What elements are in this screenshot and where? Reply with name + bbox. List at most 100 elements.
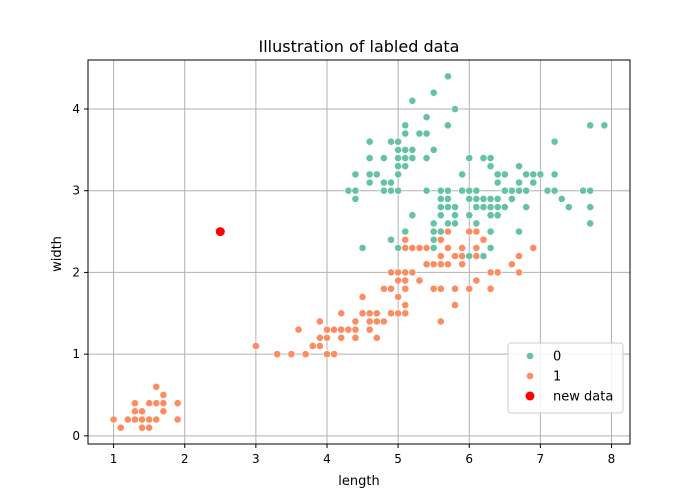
series-0-point [429, 235, 438, 244]
x-tick-label: 8 [608, 452, 616, 466]
series-0-point [401, 129, 410, 138]
series-1-point [152, 382, 161, 391]
series-0-point [387, 235, 395, 244]
series-1-point [358, 293, 367, 301]
series-0-point [458, 170, 467, 179]
series-0-point [486, 203, 495, 211]
series-0-point [379, 178, 388, 187]
series-1-point [273, 350, 282, 359]
series-0-point [365, 154, 374, 162]
series-1-point [315, 333, 324, 342]
series-0-point [365, 170, 374, 179]
series-0-point [444, 194, 452, 203]
series-1-point [358, 309, 367, 318]
series-0-point [401, 227, 410, 236]
series-1-point [337, 325, 346, 334]
series-1-point [323, 333, 331, 342]
series-1-point [472, 276, 481, 285]
series-1-point [173, 399, 182, 408]
series-0-point [472, 219, 481, 228]
series-1-point [422, 260, 431, 269]
series-1-point [429, 260, 438, 269]
series-1-point [152, 415, 161, 424]
series-0-point [358, 244, 367, 252]
series-1-point [323, 350, 331, 359]
y-tick-label: 4 [72, 102, 80, 116]
series-0-point [479, 252, 488, 260]
series-0-point [436, 211, 445, 220]
series-1-point [251, 342, 260, 350]
series-0-point [387, 137, 395, 146]
x-tick-label: 7 [537, 452, 545, 466]
series-1-point [159, 399, 168, 408]
series-1-point [444, 227, 452, 236]
series-1-point [301, 350, 310, 359]
series-0-point [379, 154, 388, 162]
series-0-point [429, 88, 438, 97]
series-0-point [436, 194, 445, 203]
series-1-point [145, 423, 154, 432]
x-tick-label: 4 [323, 452, 331, 466]
series-0-point [372, 170, 381, 179]
series-1-point [415, 244, 424, 252]
series-1-point [145, 415, 154, 424]
series-1-point [308, 342, 317, 350]
series-0-point [493, 170, 502, 179]
series-1-point [451, 252, 459, 260]
series-1-point [131, 407, 139, 416]
series-0-point [401, 121, 410, 130]
series-0-point [444, 72, 452, 81]
series-1-point [401, 244, 410, 252]
series-0-point [422, 186, 431, 195]
y-tick-label: 1 [72, 347, 80, 361]
series-0-point [415, 129, 424, 138]
series-0-point [429, 145, 438, 154]
series-1-point [451, 301, 459, 310]
series-1-point [379, 284, 388, 293]
series-0-point [529, 170, 538, 179]
series-0-point [401, 162, 410, 171]
series-1-point [401, 301, 410, 310]
series-0-point [515, 162, 523, 171]
series-0-point [394, 186, 403, 195]
series-0-point [379, 186, 388, 195]
data-points [109, 72, 609, 432]
series-1-point [323, 325, 331, 334]
series-1-point [401, 276, 410, 285]
series-0-point [394, 154, 403, 162]
series-0-point [387, 178, 395, 187]
series-1-point [138, 423, 146, 432]
series-0-point [458, 186, 467, 195]
series-1-point [529, 244, 538, 252]
series-0-point [550, 137, 559, 146]
series-1-point [436, 317, 445, 326]
series-0-point [401, 154, 410, 162]
series-1-point [365, 309, 374, 318]
series-1-point [152, 399, 161, 408]
series-0-point [579, 186, 587, 195]
series-0-point [429, 244, 438, 252]
series-1-point [315, 342, 324, 350]
series-0-point [557, 194, 566, 203]
series-0-point [472, 186, 481, 195]
series-1-point [387, 309, 395, 318]
series-0-point [543, 186, 552, 195]
legend-marker [526, 372, 534, 380]
series-0-point [500, 203, 509, 211]
x-tick-label: 5 [394, 452, 402, 466]
series-0-point [500, 186, 509, 195]
series-0-point [401, 145, 410, 154]
series-1-point [436, 284, 445, 293]
plot-frame [87, 59, 631, 445]
series-0-point [351, 186, 360, 195]
series-1-point [486, 268, 495, 277]
series-0-point [536, 170, 545, 179]
series-1-point [109, 415, 118, 424]
series-1-point [472, 227, 481, 236]
new-data-point [215, 227, 225, 237]
series-1-point [493, 268, 502, 277]
series-0-point [451, 211, 459, 220]
series-1-point [372, 309, 381, 318]
